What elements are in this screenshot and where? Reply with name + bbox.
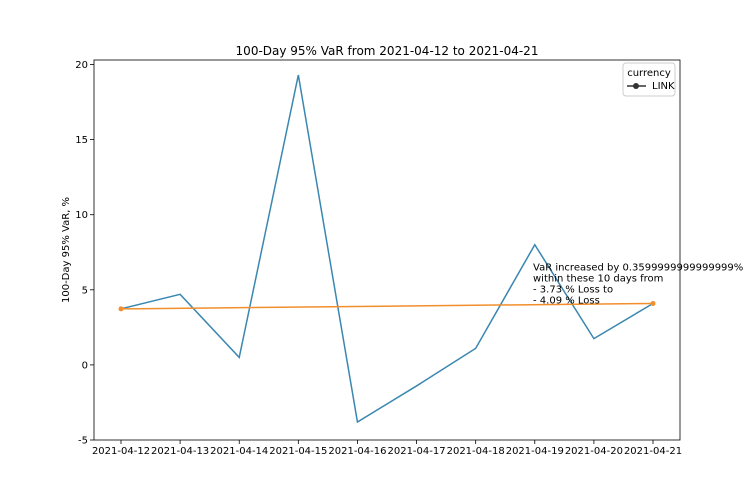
var-trend-point: [118, 306, 124, 312]
x-tick-label: 2021-04-12: [92, 446, 150, 457]
var-trend-point: [650, 300, 656, 306]
y-tick-label: 5: [82, 285, 88, 296]
x-tick-label: 2021-04-16: [328, 446, 386, 457]
x-tick-label: 2021-04-13: [151, 446, 209, 457]
plot-frame: [93, 59, 681, 441]
series-line-var-trend: [120, 302, 654, 310]
x-tick-label: 2021-04-17: [387, 446, 445, 457]
axes: -5 0 5 10 15 20 2021-04-12 2021-04-13 2021-04-14…: [75, 59, 682, 457]
x-tick-label: 2021-04-15: [269, 446, 327, 457]
legend: currency LINK: [622, 62, 676, 97]
series-line-link: [120, 74, 654, 424]
legend-entry-link: LINK: [652, 81, 675, 92]
y-tick-label: 0: [82, 360, 88, 371]
y-tick-label: -5: [78, 436, 88, 447]
y-tick-label: 15: [75, 135, 88, 146]
legend-dot-marker: [633, 83, 639, 89]
annotation-line: - 4.09 % Loss: [533, 295, 600, 306]
annotation-line: within these 10 days from: [533, 273, 663, 284]
annotation-line: - 3.73 % Loss to: [533, 284, 613, 295]
x-tick-label: 2021-04-20: [565, 446, 623, 457]
x-tick-label: 2021-04-19: [506, 446, 564, 457]
x-tick-label: 2021-04-18: [447, 446, 505, 457]
legend-title: currency: [627, 68, 671, 79]
series-layer: [118, 74, 656, 424]
x-tick-label: 2021-04-14: [210, 446, 268, 457]
y-axis-label: 100-Day 95% VaR, %: [61, 197, 72, 303]
y-tick-label: 20: [75, 60, 88, 71]
x-tick-label: 2021-04-21: [624, 446, 682, 457]
annotation-line: VaR increased by 0.3599999999999999%: [533, 262, 743, 273]
y-tick-label: 10: [75, 210, 88, 221]
chart-title: 100-Day 95% VaR from 2021-04-12 to 2021-…: [236, 44, 539, 58]
annotation: VaR increased by 0.3599999999999999% wit…: [533, 262, 743, 306]
